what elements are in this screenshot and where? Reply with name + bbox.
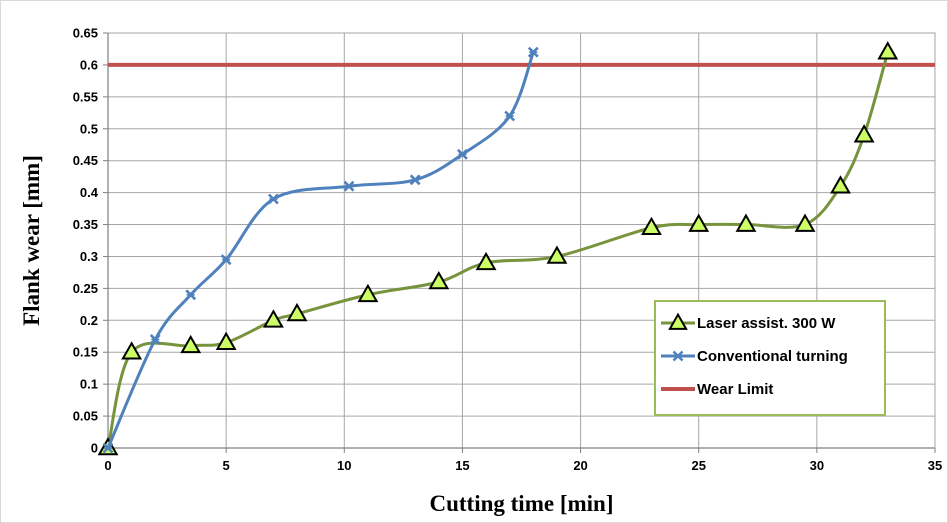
legend-label: Conventional turning xyxy=(697,348,848,365)
legend-item-conventional-turning: Conventional turning xyxy=(661,348,848,365)
series-line xyxy=(106,51,535,449)
legend: Laser assist. 300 W Conventional turning W… xyxy=(654,300,886,416)
x-axis-title: Cutting time [min] xyxy=(430,491,614,516)
data-point-x xyxy=(504,110,516,122)
y-tick-label: 0.5 xyxy=(80,121,98,136)
y-tick-label: 0 xyxy=(91,441,98,456)
data-point-x xyxy=(149,334,161,345)
data-point-x xyxy=(267,193,279,205)
data-point-triangle xyxy=(688,213,710,232)
data-point-x xyxy=(527,46,539,58)
data-point-triangle xyxy=(877,41,899,60)
y-tick-label: 0.1 xyxy=(80,377,98,392)
y-tick-label: 0.45 xyxy=(73,153,98,168)
data-point-x xyxy=(343,180,355,192)
legend-item-wear-limit: Wear Limit xyxy=(661,381,773,398)
data-point-triangle xyxy=(428,270,450,290)
grid xyxy=(107,32,936,449)
data-point-triangle xyxy=(735,213,757,232)
y-tick-label: 0.15 xyxy=(73,345,98,360)
series-conventional-turning xyxy=(102,46,539,454)
y-tick-label: 0.25 xyxy=(73,281,98,296)
series-laser-assist-300-w xyxy=(97,41,899,456)
data-point-triangle xyxy=(794,213,816,232)
y-tick-label: 0.4 xyxy=(80,185,99,200)
series-layer xyxy=(97,41,935,456)
data-point-x xyxy=(220,254,232,266)
y-tick-label: 0.65 xyxy=(73,26,98,41)
x-tick-label: 25 xyxy=(691,458,705,473)
data-point-x xyxy=(409,174,421,186)
data-point-triangle xyxy=(357,283,379,303)
y-tick-label: 0.05 xyxy=(73,409,98,424)
y-tick-label: 0.35 xyxy=(73,217,98,232)
y-tick-label: 0.6 xyxy=(80,57,98,72)
y-tick-label: 0.55 xyxy=(73,89,98,104)
x-tick-label: 15 xyxy=(455,458,469,473)
x-tick-label: 10 xyxy=(337,458,351,473)
data-point-x xyxy=(102,442,114,454)
data-point-triangle xyxy=(121,341,143,360)
y-tick-label: 0.2 xyxy=(80,313,98,328)
x-tick-label: 20 xyxy=(573,458,587,473)
y-axis-title: Flank wear [mm] xyxy=(19,155,44,326)
legend-marker-x xyxy=(672,350,684,362)
x-tick-label: 0 xyxy=(104,458,111,473)
data-point-x xyxy=(457,148,468,160)
legend-label: Laser assist. 300 W xyxy=(697,315,836,332)
data-point-triangle xyxy=(262,309,284,328)
legend-item-laser-assist-300-w: Laser assist. 300 W xyxy=(661,312,836,332)
data-point-triangle xyxy=(830,175,851,194)
y-tick-label: 0.3 xyxy=(80,249,98,264)
data-point-triangle xyxy=(641,216,662,236)
legend-marker-triangle xyxy=(668,312,688,330)
x-tick-label: 30 xyxy=(810,458,824,473)
legend-label: Wear Limit xyxy=(697,381,773,398)
legend-box xyxy=(654,300,886,416)
axes: 0 0.05 0.1 0.15 0.2 0.25 0.3 0.35 0.4 0.45 0.5 0.55… xyxy=(73,26,943,474)
data-point-triangle xyxy=(286,302,308,322)
x-tick-label: 5 xyxy=(223,458,230,473)
x-tick-label: 35 xyxy=(928,458,942,473)
data-point-triangle xyxy=(475,251,497,271)
data-point-triangle xyxy=(853,124,875,143)
data-point-triangle xyxy=(180,334,202,354)
data-point-x xyxy=(185,289,197,301)
data-point-triangle xyxy=(215,331,237,350)
data-point-triangle xyxy=(546,245,568,264)
